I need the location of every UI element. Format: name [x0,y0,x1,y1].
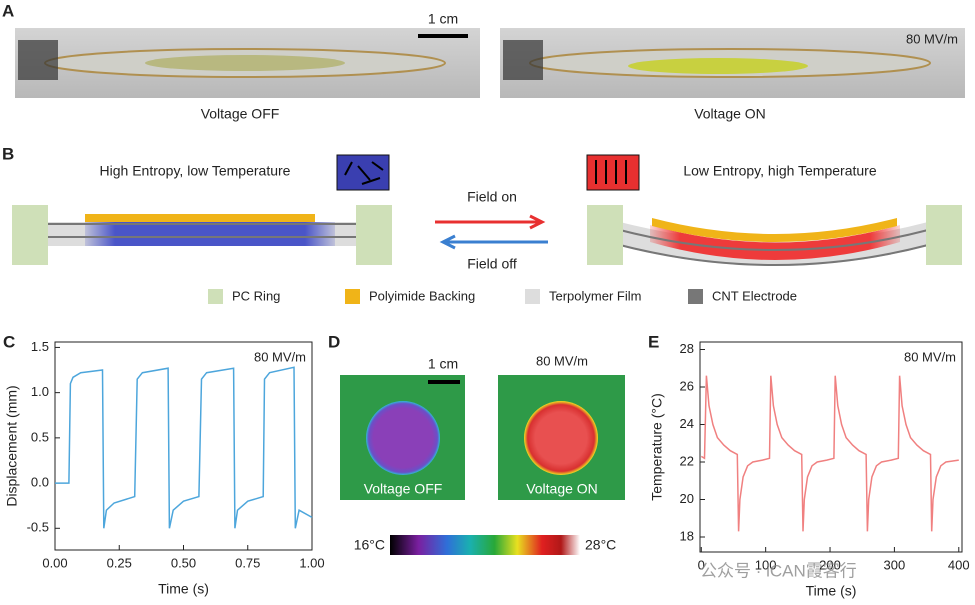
colorbar [390,535,580,555]
y-tick-label: 20 [680,491,694,506]
panel-label: A [2,1,14,20]
y-axis-label: Temperature (°C) [649,393,665,501]
thermal-image [498,375,625,500]
annotation: 80 MV/m [254,349,306,364]
legend-label: Terpolymer Film [549,288,641,303]
x-tick-label: 400 [948,557,970,572]
x-axis-label: Time (s) [158,581,209,597]
y-axis-label: Displacement (mm) [4,385,20,506]
arrow [435,214,546,230]
y-tick-label: -0.5 [27,520,49,535]
y-tick-label: 0.5 [31,429,49,444]
legend-swatch [525,289,540,304]
annotation: 80 MV/m [906,31,958,46]
thermal-image [340,375,465,500]
y-tick-label: 24 [680,416,694,431]
x-tick-label: 100 [755,557,777,572]
y-tick-label: 18 [680,528,694,543]
annotation: 80 MV/m [904,349,956,364]
panel-label: B [2,144,14,163]
x-tick-label: 300 [884,557,906,572]
y-tick-label: 1.0 [31,384,49,399]
legend-label: CNT Electrode [712,288,797,303]
y-tick-label: 28 [680,341,694,356]
state-label: Low Entropy, high Temperature [683,163,876,179]
caption: Voltage ON [694,106,766,122]
device-bent [587,205,962,266]
x-tick-label: 0.25 [107,555,132,570]
caption: Voltage OFF [201,106,280,122]
legend-label: PC Ring [232,288,280,303]
y-tick-label: 26 [680,378,694,393]
plot-frame [699,341,963,553]
legend-swatch [208,289,223,304]
x-tick-label: 0.75 [235,555,260,570]
dipole-icon [586,154,640,191]
scale-label: 1 cm [428,356,458,372]
plot-frame [54,341,313,551]
watermark: 公众号 · iCAN霞客行 [700,561,857,580]
scale-label: 1 cm [428,11,458,27]
x-tick-label: 0.00 [42,555,67,570]
x-tick-label: 0.50 [171,555,196,570]
y-tick-label: 0.0 [31,475,49,490]
panel-label: C [3,332,15,351]
legend-label: Polyimide Backing [369,288,475,303]
dipole-icon [336,154,390,191]
x-tick-label: 1.00 [299,555,324,570]
photo [15,28,480,98]
photo [500,28,965,98]
arrow [439,234,548,250]
panel-label: D [328,332,340,351]
arrow-label: Field off [467,256,517,272]
legend-swatch [688,289,703,304]
state-label: High Entropy, low Temperature [100,163,291,179]
colorbar-label: 16°C [354,537,385,553]
annotation: 80 MV/m [536,353,588,368]
panel-label: E [648,332,659,351]
caption: Voltage OFF [364,481,443,497]
data-line [55,366,313,529]
data-line [700,375,959,532]
x-tick-label: 200 [819,557,841,572]
colorbar-label: 28°C [585,537,616,553]
y-tick-label: 1.5 [31,339,49,354]
legend-swatch [345,289,360,304]
x-axis-label: Time (s) [806,583,857,599]
y-tick-label: 22 [680,453,694,468]
arrow-label: Field on [467,189,517,205]
device-flat [12,205,392,265]
caption: Voltage ON [526,481,598,497]
x-tick-label: 0 [698,557,705,572]
